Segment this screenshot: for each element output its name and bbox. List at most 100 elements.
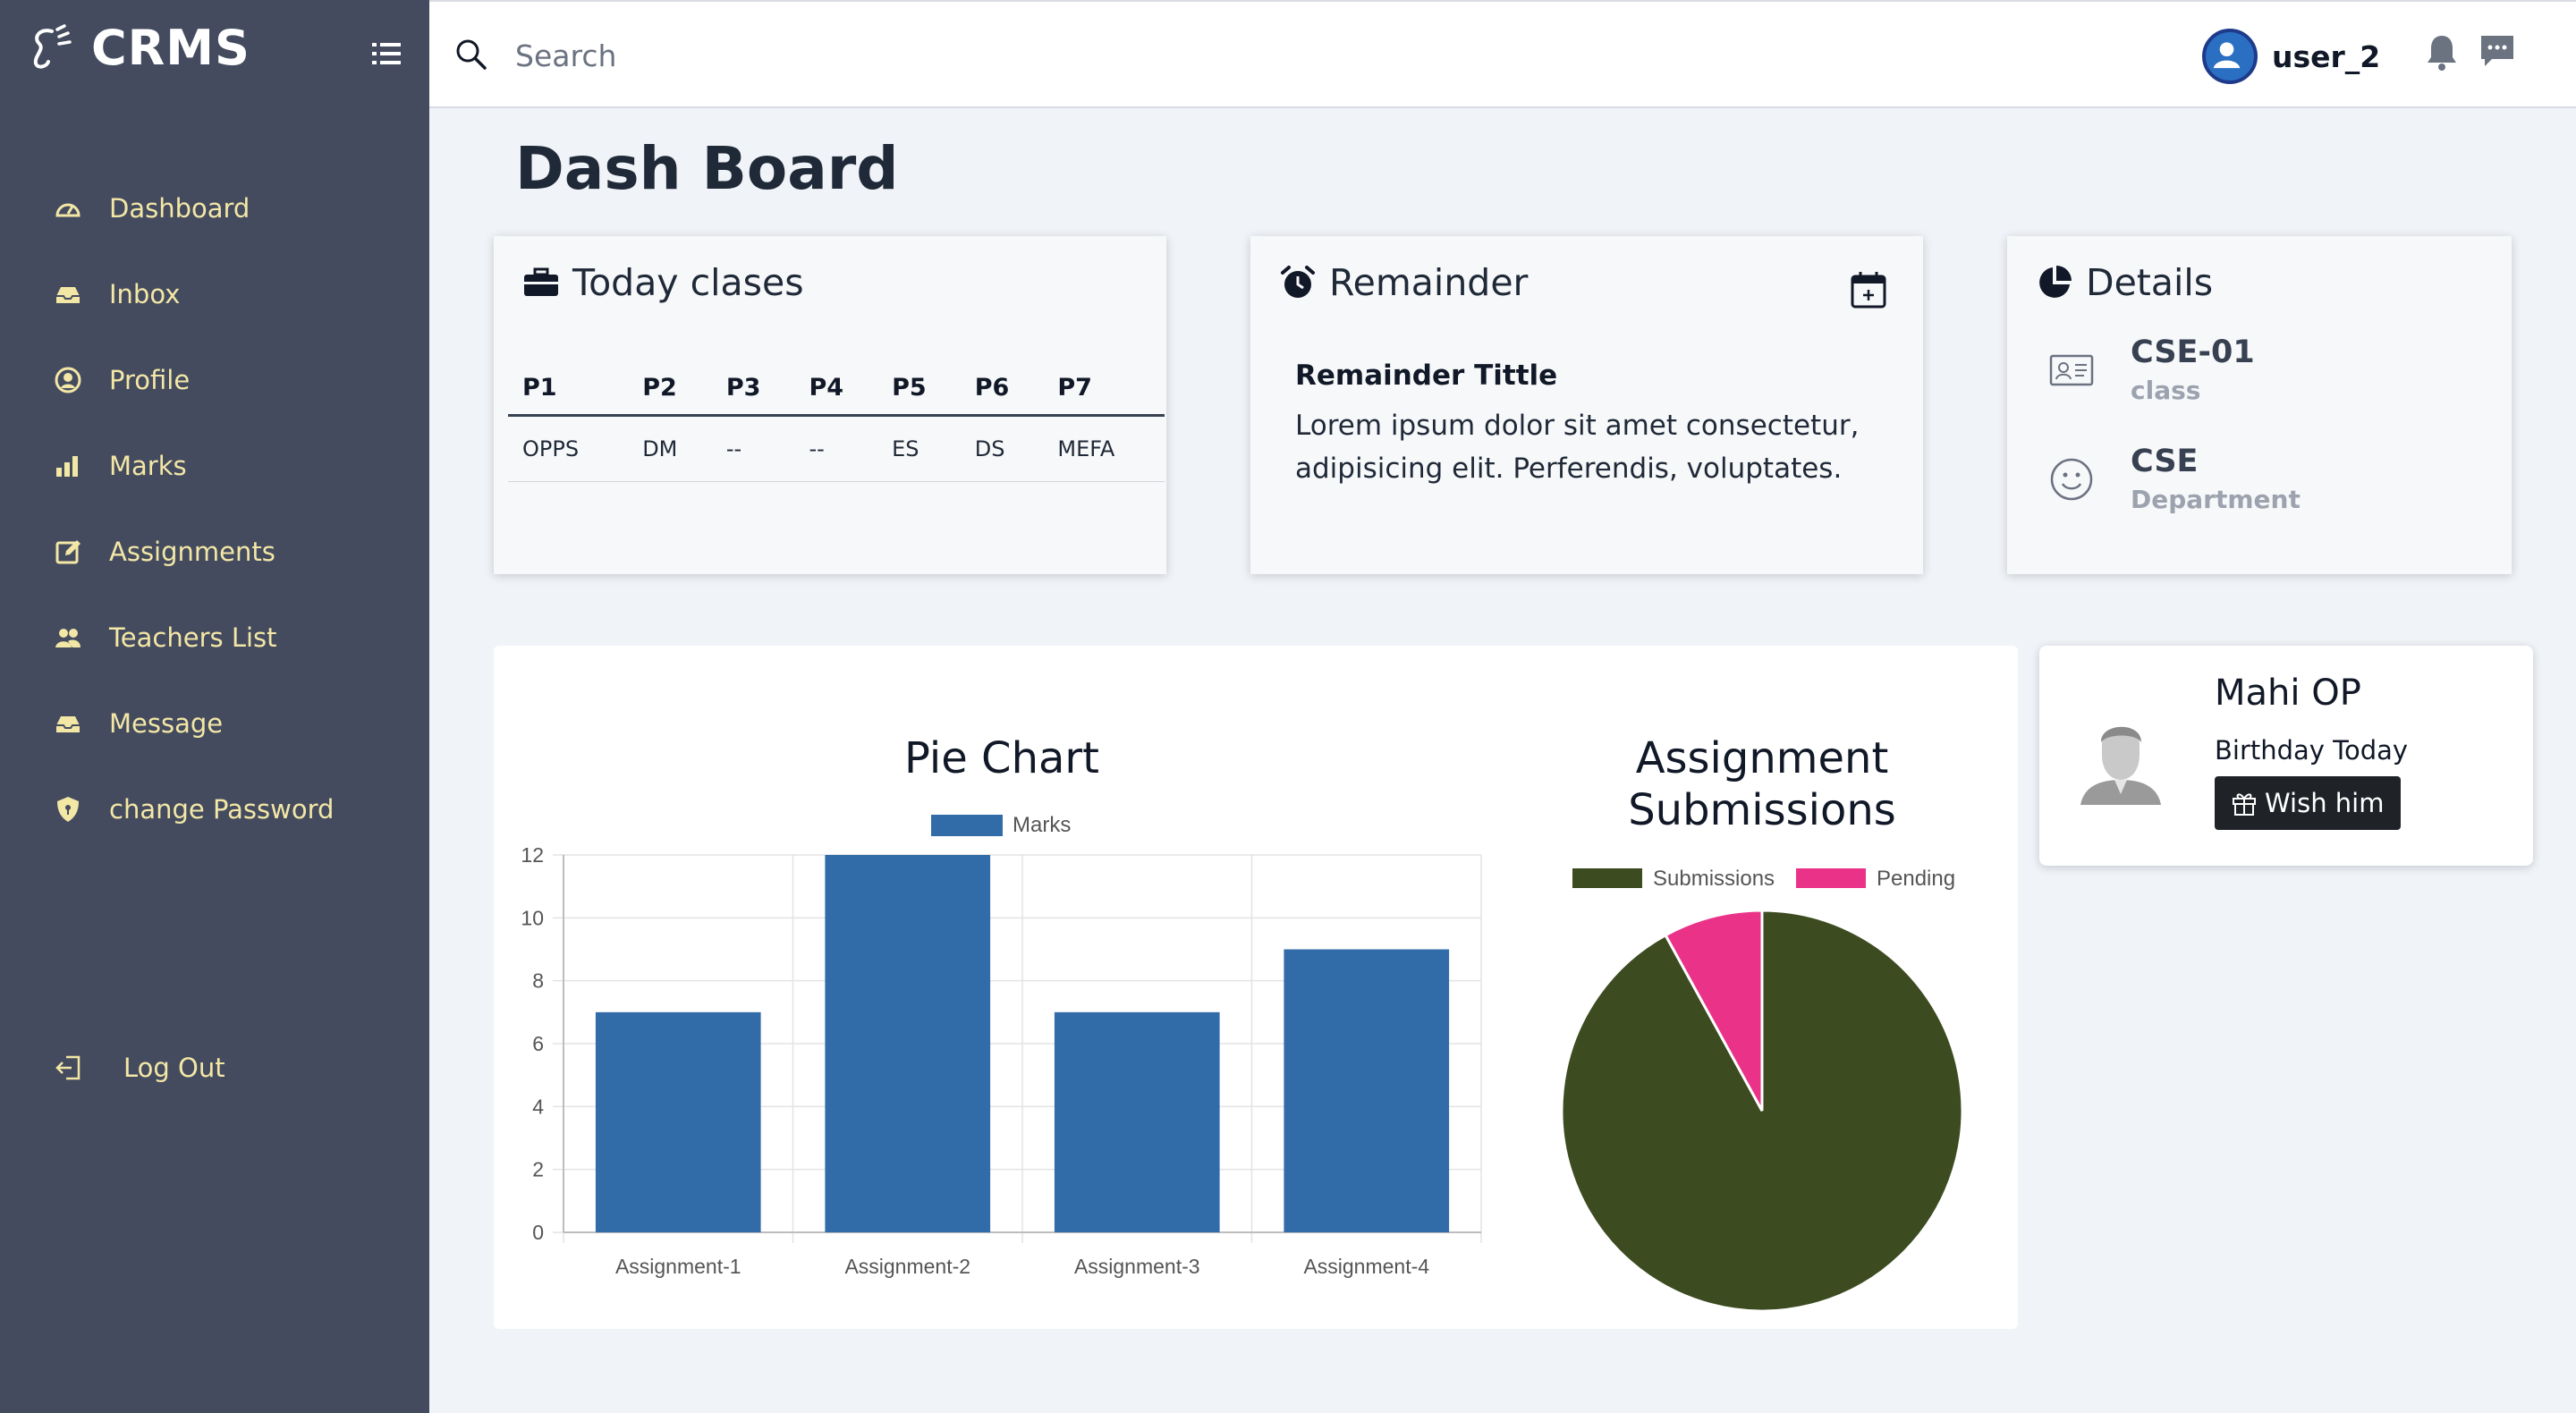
bar-chart-x-axis: Assignment-1 Assignment-2 Assignment-3 Assi… bbox=[615, 1255, 1429, 1278]
logout-button[interactable]: Log Out bbox=[54, 1041, 225, 1095]
avatar[interactable] bbox=[2202, 29, 2258, 84]
calendar-add-icon[interactable] bbox=[1850, 270, 1887, 309]
bell-icon[interactable] bbox=[2424, 32, 2460, 72]
bar-x-tick-label: Assignment-4 bbox=[1303, 1255, 1429, 1278]
sidebar-item-inbox[interactable]: Inbox bbox=[54, 267, 180, 321]
pie-legend-swatch-pending bbox=[1796, 868, 1866, 888]
timetable: P1 P2 P3 P4 P5 P6 P7 OPPS DM -- -- ES DS… bbox=[508, 363, 1165, 482]
class-label: class bbox=[2131, 376, 2201, 405]
sidebar-item-label: Marks bbox=[109, 451, 187, 481]
shield-icon bbox=[57, 797, 79, 822]
details-department-row: CSE Department bbox=[2048, 444, 2301, 514]
bar-mark bbox=[1284, 949, 1450, 1232]
pie-legend-label-pending: Pending bbox=[1877, 867, 1955, 891]
username: user_2 bbox=[2272, 38, 2381, 74]
sidebar-item-label: Teachers List bbox=[109, 622, 277, 653]
sidebar-item-profile[interactable]: Profile bbox=[54, 353, 190, 407]
period-header: P2 bbox=[628, 363, 712, 417]
users-icon bbox=[55, 629, 80, 647]
department-label: Department bbox=[2131, 485, 2301, 514]
user-menu[interactable]: user_2 bbox=[2202, 29, 2380, 84]
table-cell: OPPS bbox=[508, 415, 629, 482]
birthday-note: Birthday Today bbox=[2215, 735, 2409, 766]
crms-logo-icon bbox=[33, 24, 72, 69]
pie-slice-submissions bbox=[1560, 909, 1964, 1313]
period-header: P7 bbox=[1043, 363, 1165, 417]
bar-y-tick-label: 2 bbox=[532, 1158, 544, 1181]
bar-chart-bars bbox=[595, 855, 1450, 1232]
department-value: CSE bbox=[2131, 444, 2199, 479]
bar-mark bbox=[825, 855, 991, 1232]
reminder-subtitle: Remainder Tittle bbox=[1295, 360, 1558, 392]
top-bar: user_2 bbox=[429, 0, 2576, 108]
chat-icon[interactable] bbox=[2478, 32, 2517, 72]
period-header: P5 bbox=[877, 363, 961, 417]
bar-y-tick-label: 10 bbox=[521, 906, 544, 929]
sidebar-item-message[interactable]: Message bbox=[54, 697, 223, 750]
bar-x-tick-label: Assignment-1 bbox=[615, 1255, 741, 1278]
bar-chart-icon bbox=[56, 456, 78, 477]
sidebar-item-label: Assignments bbox=[109, 537, 275, 567]
table-cell: ES bbox=[877, 415, 961, 482]
bar-y-tick-label: 6 bbox=[532, 1032, 544, 1055]
smile-icon bbox=[2050, 458, 2093, 500]
bar-x-tick-label: Assignment-3 bbox=[1074, 1255, 1200, 1278]
app-name: CRMS bbox=[91, 19, 250, 76]
bar-y-tick-label: 8 bbox=[532, 969, 544, 993]
pie-chart-icon bbox=[2039, 266, 2072, 298]
sidebar-item-label: Dashboard bbox=[109, 193, 250, 224]
today-classes-title: Today clases bbox=[522, 261, 804, 304]
bar-legend-swatch bbox=[931, 815, 1003, 836]
birthday-person-name: Mahi OP bbox=[2215, 673, 2361, 714]
sidebar-item-label: Message bbox=[109, 708, 224, 739]
inbox-icon bbox=[56, 716, 80, 732]
wish-button-label: Wish him bbox=[2265, 788, 2385, 818]
sidebar-item-label: change Password bbox=[109, 794, 335, 825]
pie-legend-swatch-submissions bbox=[1572, 868, 1642, 888]
sidebar-item-teachers-list[interactable]: Teachers List bbox=[54, 611, 277, 664]
brand[interactable]: CRMS bbox=[25, 16, 250, 79]
bar-legend-label: Marks bbox=[1013, 813, 1071, 837]
alarm-clock-icon bbox=[1281, 266, 1315, 298]
pie-chart-title-line-1: Assignment bbox=[1636, 733, 1889, 783]
page-title: Dash Board bbox=[515, 134, 899, 203]
bar-y-tick-label: 0 bbox=[532, 1221, 544, 1244]
sidebar: CRMS Dashboard Inbox Profile Marks Assig… bbox=[0, 0, 429, 1413]
pie-chart-title-line-2: Submissions bbox=[1628, 785, 1896, 835]
details-title: Details bbox=[2036, 261, 2213, 304]
table-cell: -- bbox=[711, 415, 795, 482]
bar-mark bbox=[1054, 1011, 1220, 1232]
sidebar-item-assignments[interactable]: Assignments bbox=[54, 525, 275, 579]
period-header: P1 bbox=[508, 363, 629, 417]
edit-icon bbox=[55, 540, 80, 564]
table-cell: -- bbox=[794, 415, 878, 482]
sidebar-item-label: Inbox bbox=[109, 279, 181, 309]
bar-mark bbox=[595, 1011, 761, 1232]
bar-y-tick-label: 12 bbox=[521, 843, 544, 867]
dashboard-gauge-icon bbox=[55, 203, 80, 217]
details-class-row: CSE-01 class bbox=[2048, 334, 2255, 405]
table-cell: DS bbox=[960, 415, 1044, 482]
pie-chart-slices bbox=[1560, 909, 1964, 1313]
table-row: OPPS DM -- -- ES DS MEFA bbox=[508, 415, 1165, 482]
user-circle-icon bbox=[55, 367, 81, 393]
sidebar-item-dashboard[interactable]: Dashboard bbox=[54, 182, 250, 235]
bar-chart-y-axis: 0 2 4 6 8 10 12 bbox=[521, 843, 544, 1244]
wish-button[interactable]: Wish him bbox=[2215, 776, 2401, 830]
briefcase-icon bbox=[524, 267, 558, 296]
table-cell: DM bbox=[628, 415, 712, 482]
logout-label: Log Out bbox=[123, 1053, 225, 1083]
sidebar-item-label: Profile bbox=[109, 365, 191, 395]
logout-icon bbox=[55, 1055, 80, 1080]
sidebar-item-change-password[interactable]: change Password bbox=[54, 783, 334, 836]
table-cell: MEFA bbox=[1043, 415, 1165, 482]
inbox-icon bbox=[56, 287, 80, 303]
id-card-icon bbox=[2049, 354, 2094, 385]
sidebar-item-marks[interactable]: Marks bbox=[54, 439, 187, 493]
reminder-title: Remainder bbox=[1279, 261, 1528, 304]
table-header-row: P1 P2 P3 P4 P5 P6 P7 bbox=[508, 363, 1165, 417]
menu-toggle-icon[interactable] bbox=[370, 38, 402, 70]
search-input[interactable] bbox=[515, 29, 1320, 82]
gift-icon bbox=[2233, 793, 2256, 816]
